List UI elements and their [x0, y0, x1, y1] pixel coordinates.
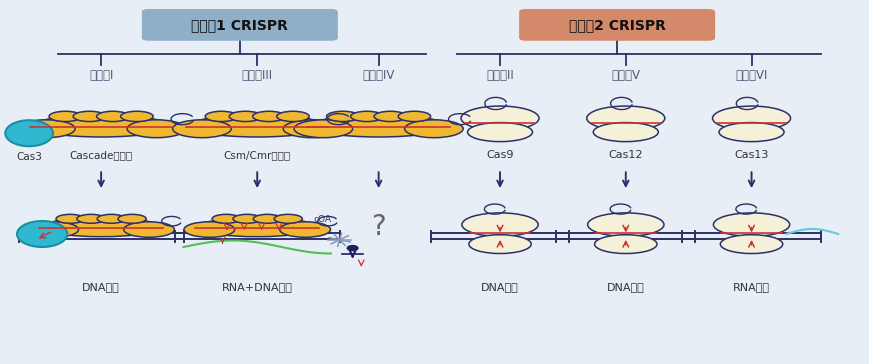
Ellipse shape	[712, 106, 790, 130]
Text: クラス1 CRISPR: クラス1 CRISPR	[191, 18, 288, 32]
Text: タイプIII: タイプIII	[242, 69, 273, 82]
Ellipse shape	[123, 222, 174, 237]
Text: ?: ?	[371, 213, 386, 241]
Ellipse shape	[49, 111, 82, 122]
Text: DNA切断: DNA切断	[481, 282, 518, 292]
Ellipse shape	[17, 120, 75, 138]
Ellipse shape	[326, 111, 359, 122]
Ellipse shape	[5, 120, 53, 146]
Ellipse shape	[33, 115, 169, 137]
Ellipse shape	[593, 123, 658, 142]
Ellipse shape	[42, 218, 160, 237]
Text: DNA切断: DNA切断	[607, 282, 644, 292]
Ellipse shape	[461, 106, 539, 130]
Text: Cas9: Cas9	[486, 150, 514, 160]
Ellipse shape	[350, 111, 382, 122]
Text: RNA+DNA切断: RNA+DNA切断	[222, 282, 292, 292]
Ellipse shape	[461, 213, 538, 236]
Text: タイプIV: タイプIV	[362, 69, 395, 82]
Ellipse shape	[374, 111, 406, 122]
Ellipse shape	[720, 235, 782, 253]
Ellipse shape	[172, 120, 231, 138]
Text: タイプI: タイプI	[89, 69, 113, 82]
Text: Cas3: Cas3	[17, 152, 42, 162]
Ellipse shape	[28, 222, 78, 237]
Ellipse shape	[398, 111, 430, 122]
Ellipse shape	[253, 214, 282, 223]
Ellipse shape	[283, 120, 342, 138]
Ellipse shape	[294, 120, 352, 138]
Text: Cas12: Cas12	[607, 150, 642, 160]
Ellipse shape	[183, 222, 235, 237]
Ellipse shape	[127, 120, 185, 138]
Ellipse shape	[97, 214, 125, 223]
Ellipse shape	[310, 115, 447, 137]
Ellipse shape	[229, 111, 262, 122]
Ellipse shape	[467, 123, 532, 142]
Ellipse shape	[233, 214, 261, 223]
Text: Csm/Cmr複合体: Csm/Cmr複合体	[223, 150, 290, 160]
FancyBboxPatch shape	[142, 9, 337, 41]
Ellipse shape	[594, 235, 656, 253]
Ellipse shape	[212, 214, 240, 223]
Ellipse shape	[17, 221, 67, 247]
Ellipse shape	[718, 123, 783, 142]
Text: DNA切断: DNA切断	[83, 282, 120, 292]
Text: タイプVI: タイプVI	[734, 69, 766, 82]
Text: Cas13: Cas13	[733, 150, 768, 160]
Ellipse shape	[198, 218, 316, 237]
Ellipse shape	[468, 235, 531, 253]
Ellipse shape	[121, 111, 153, 122]
Ellipse shape	[73, 111, 105, 122]
Ellipse shape	[96, 111, 129, 122]
Ellipse shape	[118, 214, 146, 223]
Ellipse shape	[276, 111, 308, 122]
Ellipse shape	[189, 115, 325, 137]
Ellipse shape	[586, 106, 664, 130]
Ellipse shape	[205, 111, 237, 122]
Ellipse shape	[713, 213, 789, 236]
Ellipse shape	[252, 111, 285, 122]
Text: クラス2 CRISPR: クラス2 CRISPR	[568, 18, 665, 32]
Ellipse shape	[587, 213, 663, 236]
Ellipse shape	[280, 222, 330, 237]
Ellipse shape	[56, 214, 84, 223]
Text: Cascade複合体: Cascade複合体	[70, 150, 133, 160]
Ellipse shape	[76, 214, 105, 223]
Text: タイプV: タイプV	[611, 69, 640, 82]
Text: RNA切断: RNA切断	[733, 282, 769, 292]
Ellipse shape	[346, 245, 358, 252]
Text: タイプII: タイプII	[486, 69, 514, 82]
Text: cOA: cOA	[313, 215, 331, 224]
Ellipse shape	[404, 120, 462, 138]
FancyBboxPatch shape	[519, 9, 714, 41]
Ellipse shape	[274, 214, 302, 223]
